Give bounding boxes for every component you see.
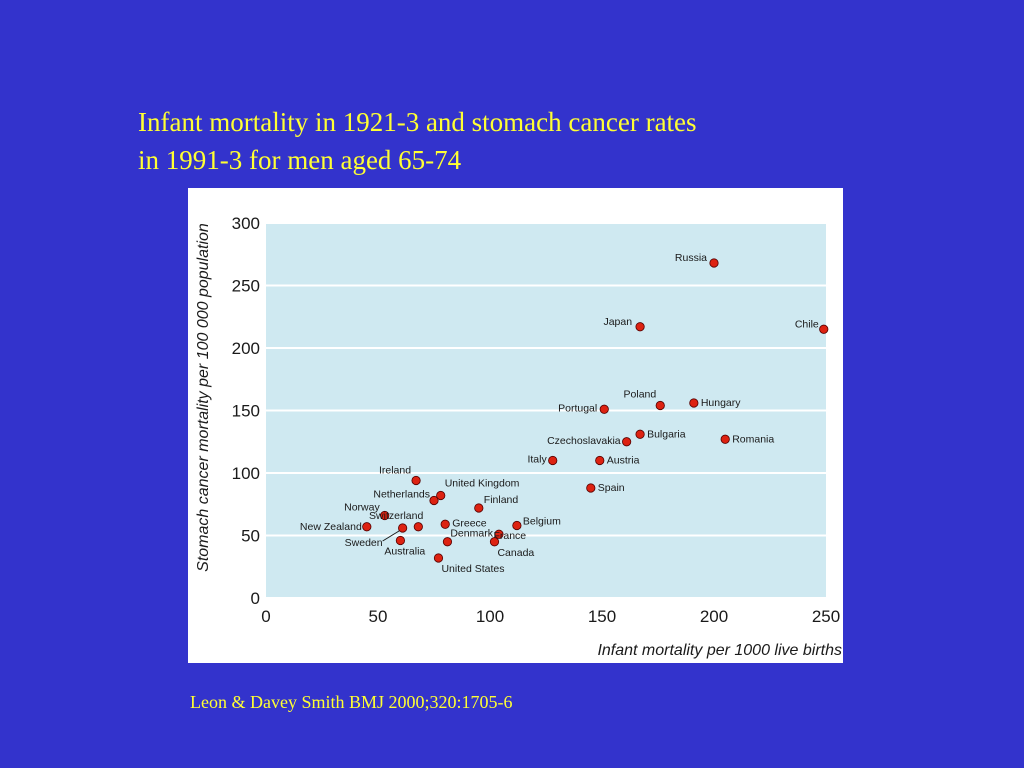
y-tick-label: 200 (232, 339, 260, 358)
point-label: Denmark (450, 527, 493, 539)
data-point (474, 503, 484, 513)
y-tick-label: 0 (251, 589, 260, 608)
data-point (413, 522, 423, 532)
y-tick-label: 150 (232, 402, 260, 421)
point-label: Finland (484, 494, 519, 506)
x-tick-label: 150 (588, 607, 616, 626)
point-label: Portugal (558, 402, 597, 414)
point-label: Switzerland (369, 510, 423, 522)
x-tick-label: 250 (812, 607, 840, 626)
point-label: Czechoslavakia (547, 435, 621, 447)
scatter-chart-panel: 0 50 100 150 200 250 300 0 50 100 150 200 250 Infant … (188, 188, 843, 663)
data-point (599, 404, 609, 414)
x-tick-label: 200 (700, 607, 728, 626)
data-point (429, 495, 439, 506)
point-label: Norway (344, 502, 380, 514)
x-tick-label: 100 (476, 607, 504, 626)
point-label: Japan (603, 316, 632, 328)
data-point (709, 258, 719, 268)
data-point (436, 490, 446, 501)
point-label: Greece (452, 517, 487, 529)
data-point (442, 537, 453, 547)
slide-title-line-1: Infant mortality in 1921-3 and stomach c… (138, 107, 697, 137)
point-label: Australia (384, 546, 425, 558)
data-point (635, 429, 645, 439)
point-label: Ireland (379, 465, 411, 477)
citation: Leon & Davey Smith BMJ 2000;320:1705-6 (190, 692, 513, 712)
data-point (411, 475, 421, 486)
data-point (689, 398, 699, 408)
data-point (512, 520, 522, 531)
y-tick-label: 50 (241, 527, 260, 546)
data-point (489, 537, 500, 547)
data-point (655, 400, 665, 411)
data-point (635, 322, 645, 332)
point-label: Belgium (523, 516, 561, 528)
point-label: United States (441, 563, 504, 575)
point-label: Romania (732, 433, 774, 445)
x-axis-title: Infant mortality per 1000 live births (597, 642, 842, 659)
point-label: Poland (624, 389, 657, 401)
y-axis-title: Stomach cancer mortality per 100 000 pop… (195, 223, 212, 572)
data-point (398, 523, 408, 533)
point-label: Spain (598, 482, 625, 494)
point-label: France (493, 530, 526, 542)
point-label: Italy (527, 454, 547, 466)
y-tick-label: 100 (232, 464, 260, 483)
point-label: Netherlands (373, 489, 430, 501)
point-label: Sweden (345, 537, 383, 549)
scatter-chart: 0 50 100 150 200 250 300 0 50 100 150 200 250 Infant … (195, 214, 842, 659)
data-point (494, 529, 504, 539)
point-label: Austria (607, 455, 640, 467)
point-label: Russia (675, 252, 707, 264)
point-label: Canada (497, 547, 534, 559)
data-point (622, 437, 632, 447)
data-point (586, 483, 596, 493)
data-point (819, 324, 829, 334)
data-point (433, 553, 444, 563)
x-tick-label: 0 (261, 607, 270, 626)
data-point (720, 434, 730, 444)
data-point (362, 522, 372, 532)
point-label: Hungary (701, 397, 741, 409)
data-point (440, 519, 450, 529)
slide-title-line-2: in 1991-3 for men aged 65-74 (138, 145, 462, 175)
data-point (395, 535, 405, 546)
x-tick-label: 50 (369, 607, 388, 626)
point-label: New Zealand (300, 521, 362, 533)
data-point (548, 455, 558, 466)
point-label: Bulgaria (647, 428, 686, 440)
point-label: Chile (795, 318, 819, 330)
data-point (595, 455, 605, 466)
y-tick-label: 250 (232, 277, 260, 296)
slide-title: Infant mortality in 1921-3 and stomach c… (138, 103, 898, 179)
data-point (380, 510, 390, 521)
leader-line (382, 529, 401, 542)
y-tick-label: 300 (232, 214, 260, 233)
point-label: United Kingdom (445, 478, 520, 490)
